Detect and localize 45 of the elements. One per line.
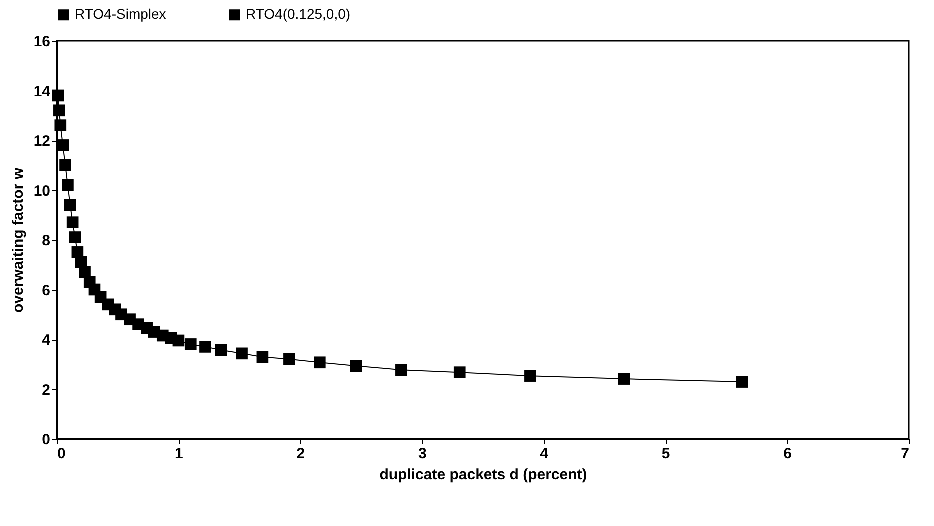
point (396, 364, 408, 376)
x-tick-label: 6 (784, 446, 792, 462)
point (215, 344, 228, 356)
y-tick-label: 8 (42, 232, 50, 250)
point (350, 360, 362, 372)
point (172, 334, 185, 347)
y-tick-label: 0 (42, 432, 50, 448)
y-tick-label: 14 (34, 83, 52, 100)
legend-label: RTO4-Simplex (75, 6, 166, 22)
point (79, 266, 91, 278)
point (200, 341, 212, 353)
point (184, 338, 197, 350)
point (62, 179, 74, 192)
point (256, 351, 269, 364)
x-tick-label: 7 (901, 446, 910, 462)
point (54, 104, 66, 117)
y-tick-label: 2 (42, 382, 50, 399)
point (57, 140, 69, 152)
x-tick-label: 3 (418, 446, 427, 462)
y-tick-label: 6 (42, 282, 50, 300)
point (454, 366, 466, 378)
y-tick-label: 10 (34, 182, 50, 200)
x-tick-label: 5 (662, 446, 670, 462)
point (524, 370, 536, 382)
legend-label: RTO4(0.125,0,0) (246, 6, 351, 22)
point (54, 120, 67, 132)
point (60, 159, 72, 172)
point (618, 373, 630, 385)
point (66, 216, 79, 229)
point (64, 199, 76, 212)
x-tick-label: 1 (175, 446, 184, 462)
x-tick-label: 4 (540, 446, 550, 462)
y-tick-label: 4 (42, 332, 52, 349)
point (69, 232, 82, 244)
point (236, 348, 248, 360)
y-tick-label: 16 (34, 34, 50, 50)
x-tick-label: 2 (296, 446, 306, 462)
point (284, 353, 296, 366)
point (314, 356, 326, 369)
point (52, 90, 64, 102)
point (736, 376, 748, 388)
x-axis-title: duplicate packets d (percent) (380, 466, 588, 484)
y-tick-label: 12 (34, 133, 50, 150)
y-axis-title: overwaiting factor w (10, 168, 27, 314)
x-tick-label: 0 (58, 446, 66, 462)
